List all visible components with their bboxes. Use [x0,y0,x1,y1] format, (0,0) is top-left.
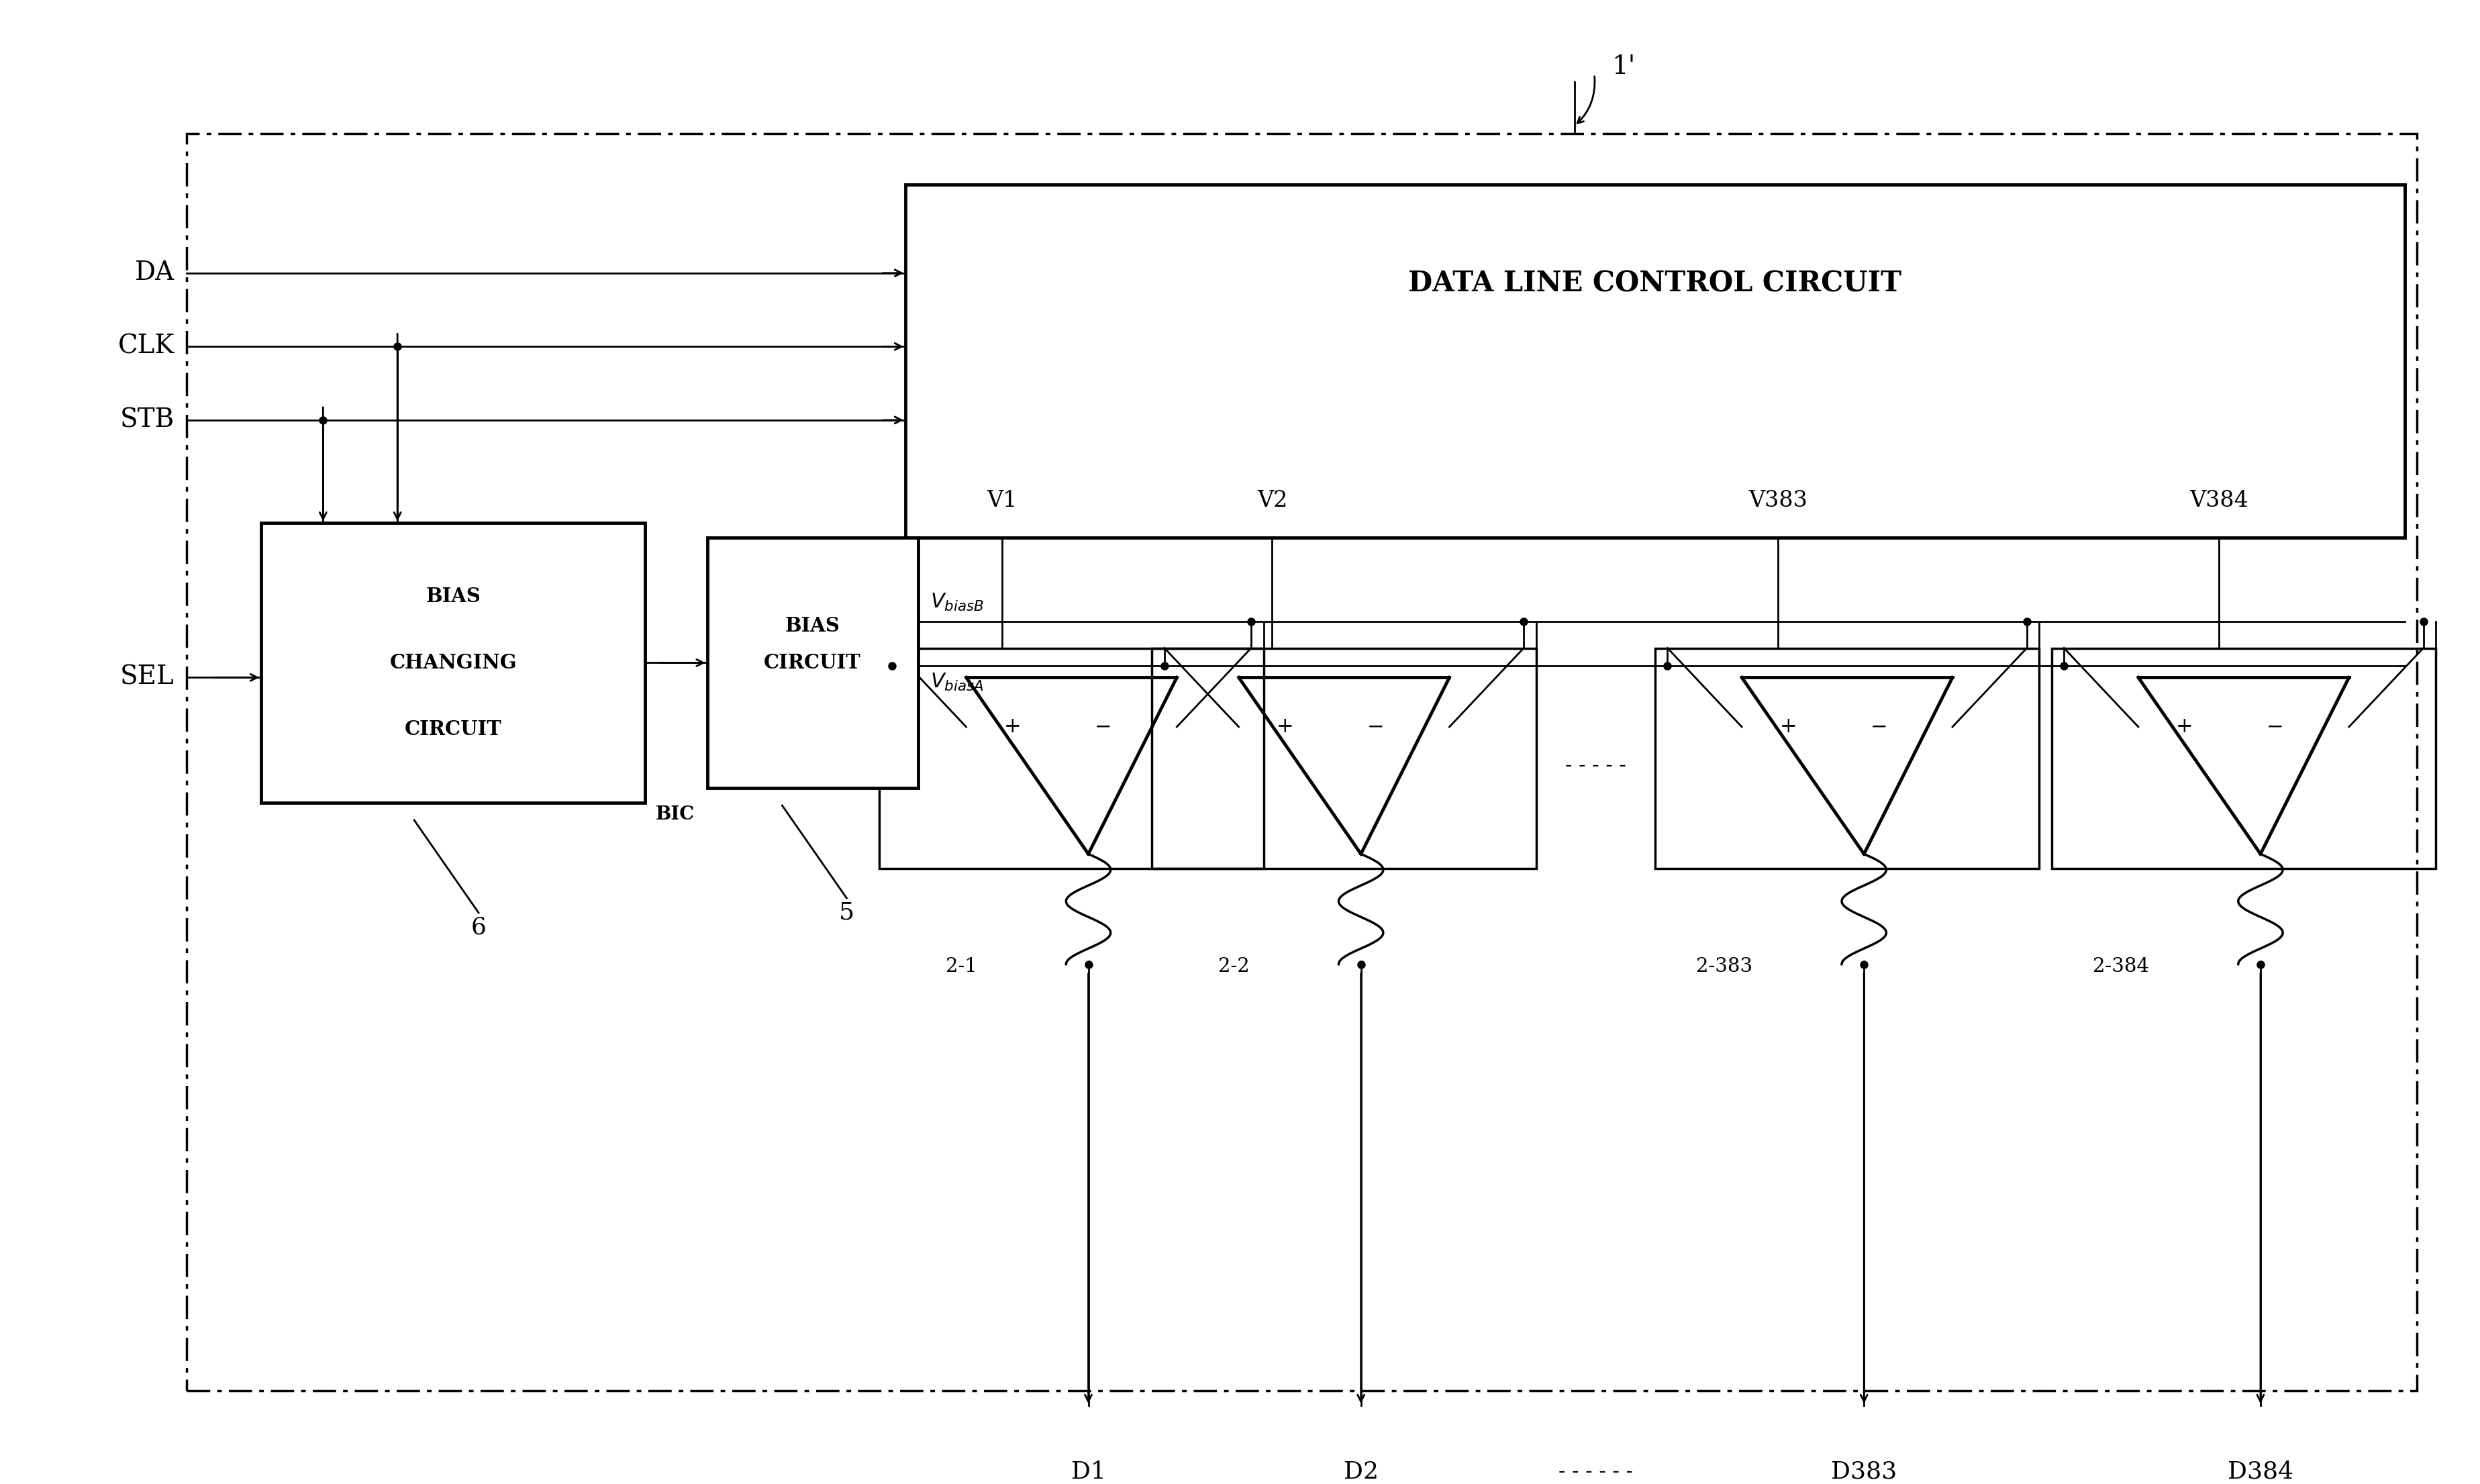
Text: DA: DA [134,261,174,285]
Bar [880,649,1262,868]
Text: CHANGING: CHANGING [389,653,516,672]
Text: - - - - - -: - - - - - - [1557,1462,1632,1483]
Text: CIRCUIT: CIRCUIT [404,720,501,739]
Bar [1153,649,1535,868]
Text: −: − [1870,717,1887,738]
Bar [707,537,918,788]
Text: +: + [1781,717,1798,738]
Text: V384: V384 [2190,490,2249,512]
Text: D384: D384 [2227,1460,2294,1483]
Text: 2-2: 2-2 [1218,957,1250,975]
Text: BIC: BIC [655,806,694,824]
Bar [2051,649,2435,868]
Text: V1: V1 [987,490,1017,512]
Bar [1654,649,2039,868]
Text: STB: STB [119,408,174,432]
Text: SEL: SEL [119,665,174,690]
Text: - - - - -: - - - - - [1565,755,1627,776]
Text: BIAS: BIAS [786,616,841,635]
Text: BIAS: BIAS [427,586,481,607]
Text: CLK: CLK [117,334,174,359]
Text: +: + [1004,717,1022,738]
Text: D383: D383 [1830,1460,1897,1483]
Text: +: + [1277,717,1295,738]
Text: 1': 1' [1612,55,1634,80]
Text: 6: 6 [471,916,486,939]
Text: −: − [1094,717,1111,738]
Bar [905,186,2406,537]
Text: 2-384: 2-384 [2093,957,2150,975]
Text: D1: D1 [1071,1460,1106,1483]
Text: −: − [2267,717,2284,738]
Text: V383: V383 [1748,490,1808,512]
Text: 2-383: 2-383 [1696,957,1753,975]
Bar [260,522,645,803]
Text: DATA LINE CONTROL CIRCUIT: DATA LINE CONTROL CIRCUIT [1409,270,1902,298]
Text: V2: V2 [1257,490,1287,512]
Text: 5: 5 [838,901,853,925]
Text: 2-1: 2-1 [945,957,977,975]
Text: $V_{biasA}$: $V_{biasA}$ [930,672,985,693]
Bar [186,134,2418,1391]
Text: D2: D2 [1344,1460,1379,1483]
Text: +: + [2175,717,2192,738]
Text: $V_{biasB}$: $V_{biasB}$ [930,592,985,613]
Text: −: − [1366,717,1384,738]
Text: CIRCUIT: CIRCUIT [764,653,861,672]
